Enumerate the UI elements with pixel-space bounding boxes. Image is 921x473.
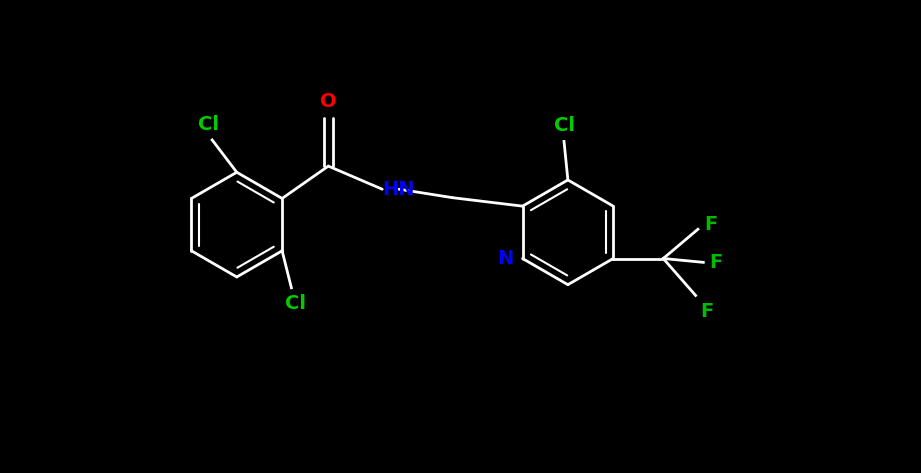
Text: N: N (497, 249, 513, 268)
Text: F: F (709, 253, 723, 272)
Text: HN: HN (382, 180, 414, 199)
Text: Cl: Cl (554, 116, 575, 135)
Text: Cl: Cl (198, 115, 219, 134)
Text: F: F (704, 215, 717, 234)
Text: Cl: Cl (285, 294, 306, 313)
Text: F: F (700, 302, 714, 321)
Text: O: O (320, 92, 337, 111)
